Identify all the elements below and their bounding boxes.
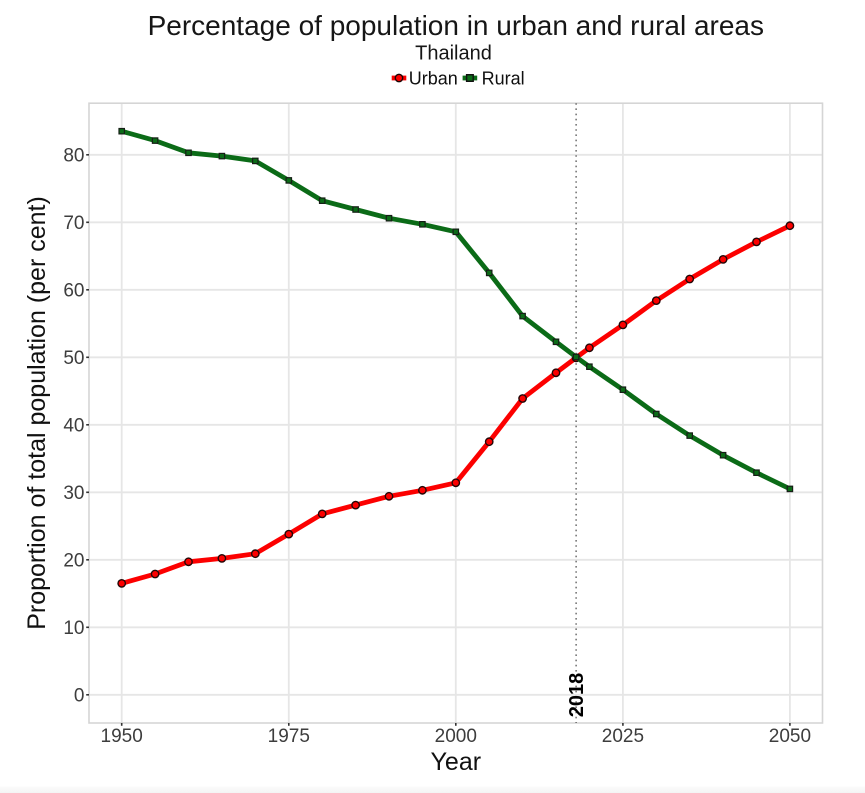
- svg-text:30: 30: [63, 483, 84, 504]
- svg-text:40: 40: [63, 415, 84, 436]
- svg-text:2050: 2050: [769, 726, 811, 747]
- svg-text:Rural: Rural: [482, 68, 525, 88]
- svg-text:60: 60: [63, 280, 84, 301]
- svg-text:10: 10: [63, 618, 84, 639]
- svg-text:80: 80: [63, 145, 84, 166]
- svg-text:2018: 2018: [566, 673, 588, 718]
- svg-text:Urban: Urban: [409, 68, 458, 88]
- svg-text:20: 20: [63, 550, 84, 571]
- svg-text:2025: 2025: [602, 726, 644, 747]
- svg-text:Percentage of population in ur: Percentage of population in urban and ru…: [148, 10, 764, 41]
- svg-text:Thailand: Thailand: [415, 43, 492, 65]
- svg-text:1975: 1975: [268, 726, 310, 747]
- svg-text:Year: Year: [431, 748, 482, 776]
- svg-text:70: 70: [63, 213, 84, 234]
- svg-text:2000: 2000: [435, 726, 477, 747]
- svg-text:Proportion of total population: Proportion of total population (per cent…: [23, 196, 51, 630]
- svg-text:1950: 1950: [101, 726, 143, 747]
- svg-text:50: 50: [63, 348, 84, 369]
- svg-text:0: 0: [74, 685, 85, 706]
